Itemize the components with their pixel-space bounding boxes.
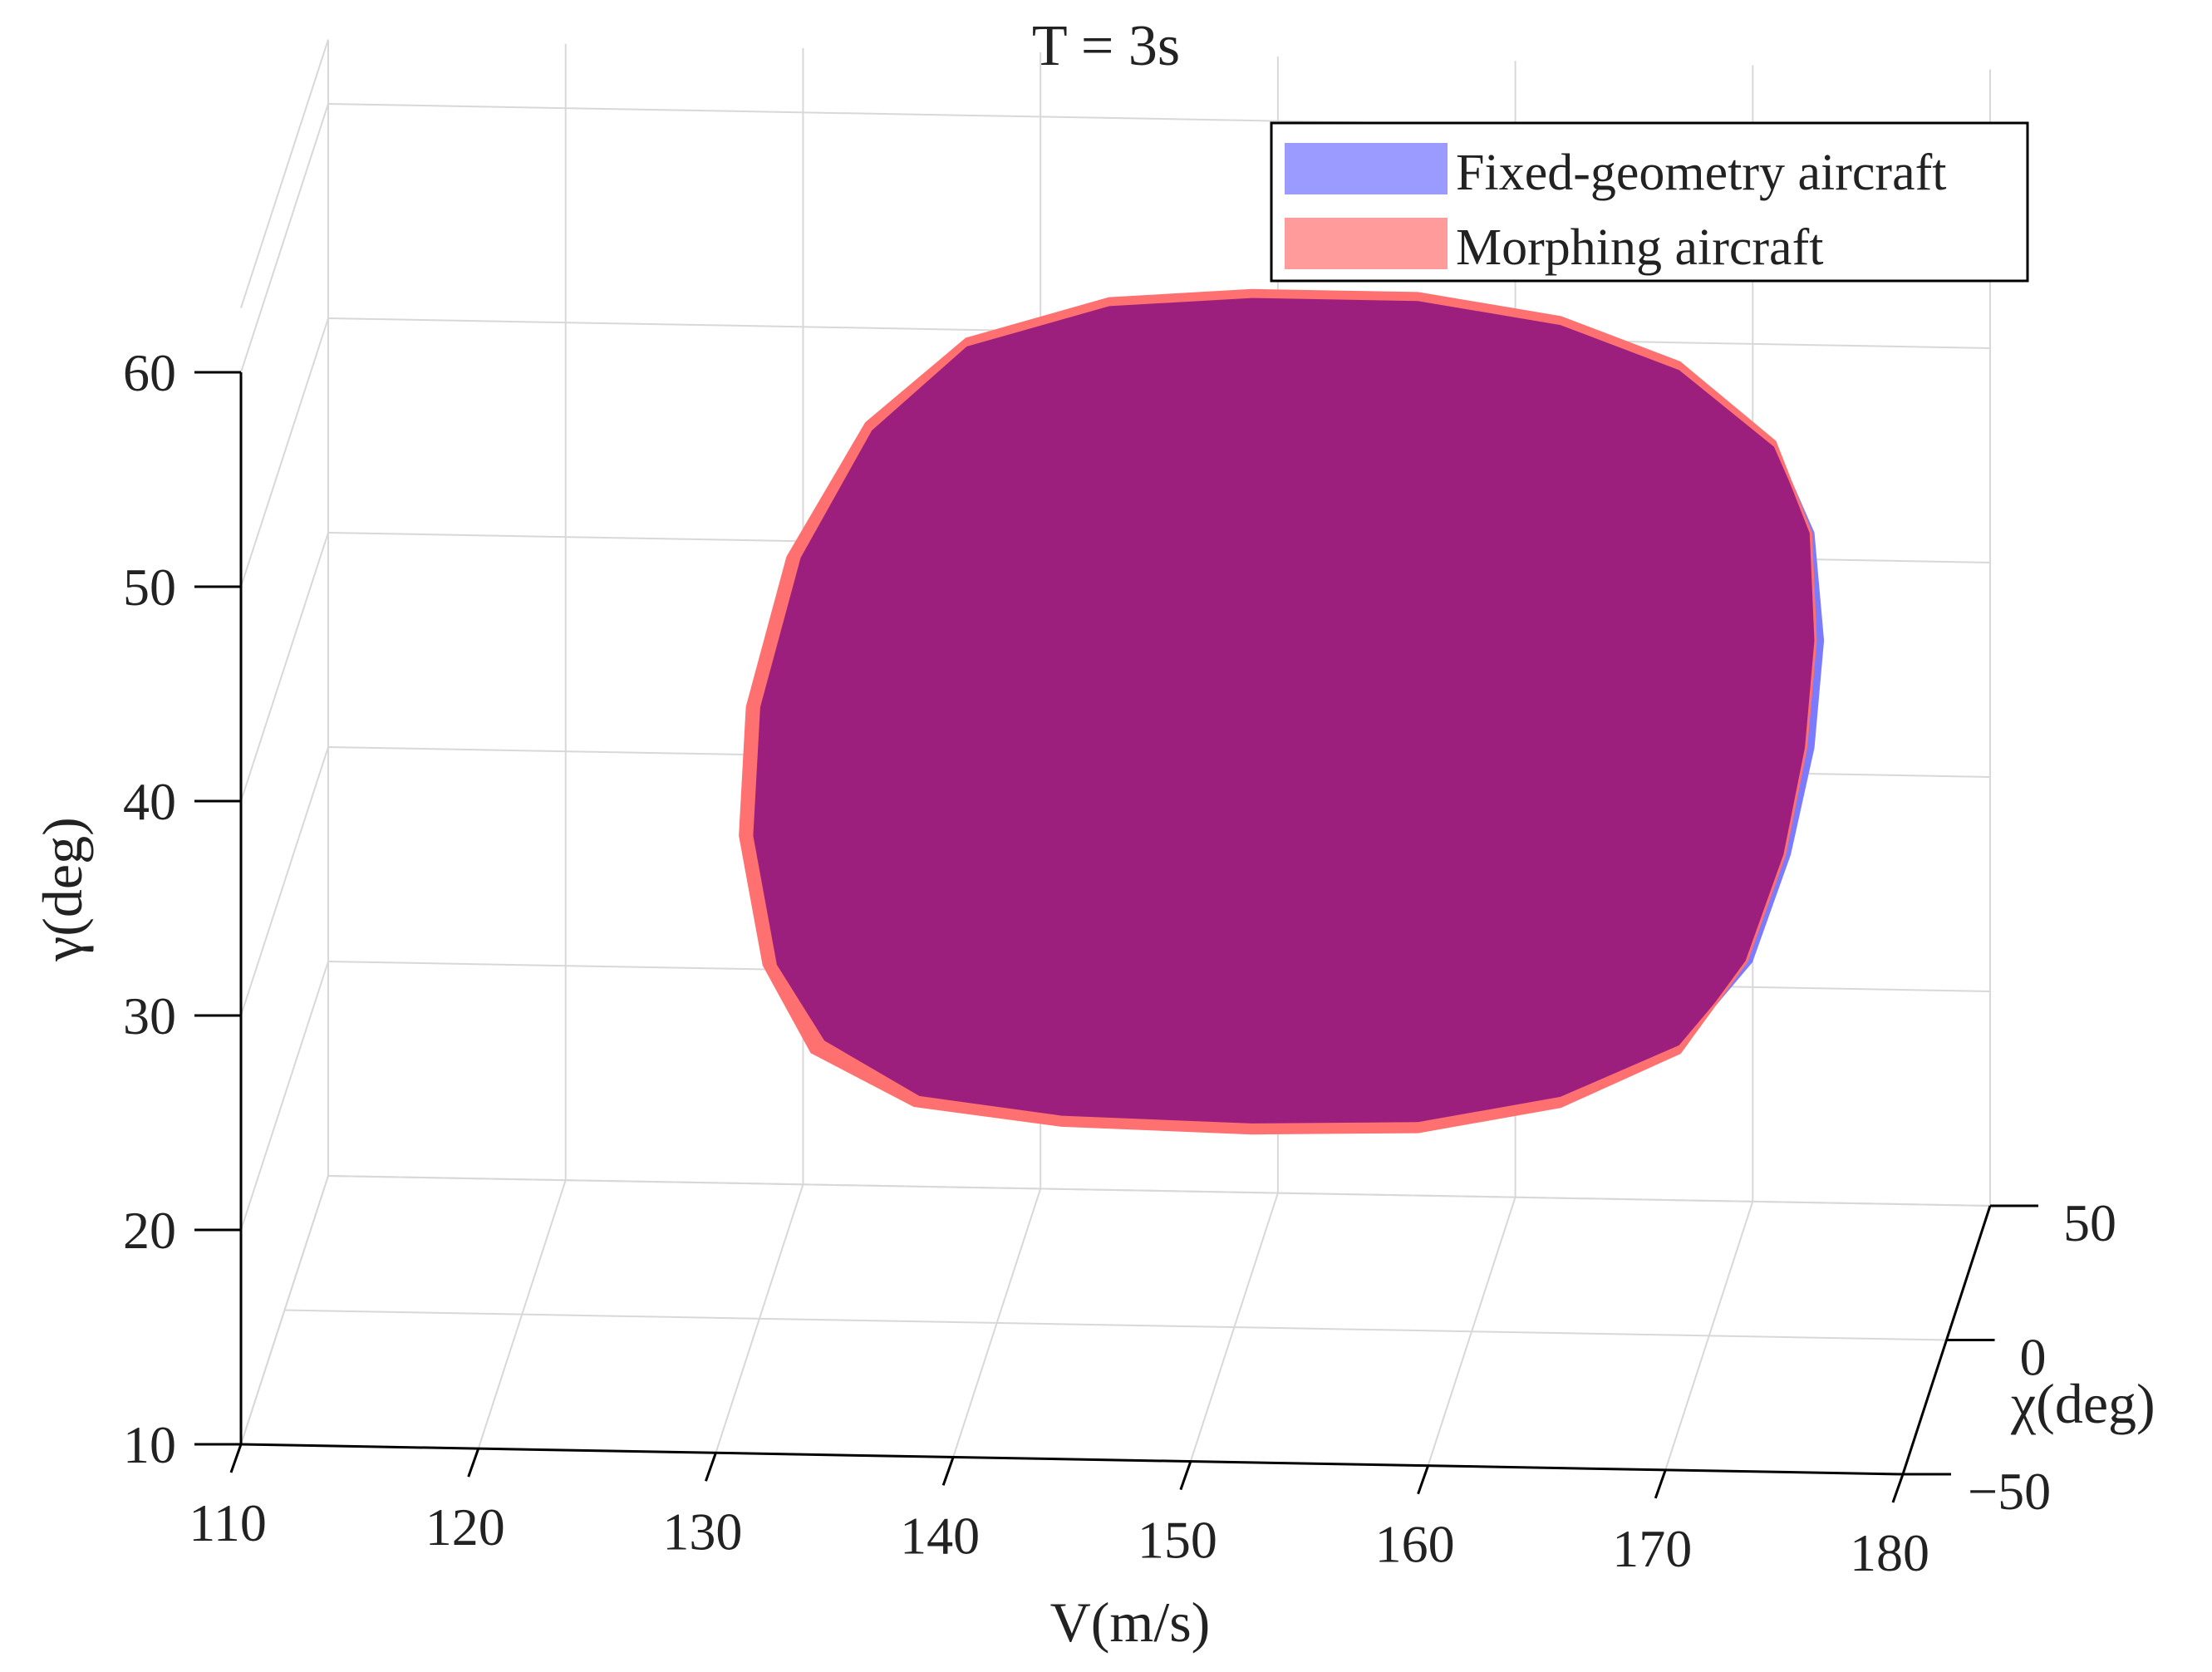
x-tick-label: 110	[189, 1493, 267, 1552]
grid-line	[240, 961, 329, 1231]
x-tick-labels: 110 120 130 140 150 160 170 180	[189, 1493, 1929, 1582]
y-tick-label: 30	[123, 986, 176, 1045]
z-tick-label: 50	[2063, 1193, 2116, 1252]
x-tick	[1654, 1469, 1667, 1499]
legend: Fixed-geometry aircraft Morphing aircraf…	[1270, 121, 2029, 283]
y-tick-label: 50	[123, 558, 176, 617]
z-tick-label: −50	[1968, 1462, 2051, 1521]
x-tick-label: 180	[1850, 1523, 1929, 1582]
x-tick	[941, 1456, 955, 1486]
x-tick	[1891, 1473, 1905, 1503]
x-tick	[467, 1448, 480, 1478]
z-tick-labels: −50 0 50	[1968, 1193, 2116, 1521]
x-tick-label: 170	[1612, 1519, 1692, 1578]
x-tick	[705, 1452, 717, 1482]
x-tick-label: 140	[900, 1506, 980, 1565]
y-tick-label: 60	[123, 343, 176, 402]
grid-line	[284, 1309, 1947, 1341]
overlap-surface	[753, 298, 1815, 1124]
z-axis-label: χ(deg)	[2010, 1372, 2155, 1435]
x-tick	[1179, 1461, 1192, 1491]
reachable-set-surfaces	[739, 288, 1825, 1135]
y-tick-label: 20	[123, 1201, 176, 1260]
y-tick-labels: 10 20 30 40 50 60	[123, 343, 176, 1474]
x-tick	[1417, 1465, 1429, 1495]
x-tick-label: 150	[1138, 1511, 1217, 1570]
grid-line	[240, 746, 329, 1016]
grid-line	[240, 103, 329, 373]
grid-line	[240, 39, 329, 308]
grid-line	[240, 317, 329, 588]
x-tick-label: 160	[1375, 1515, 1455, 1574]
legend-swatch-fixed	[1285, 143, 1448, 194]
x-tick-label: 120	[425, 1497, 505, 1556]
grid-line	[327, 1175, 1991, 1207]
x-tick	[229, 1443, 243, 1473]
x-axis-label: V(m/s)	[1050, 1591, 1211, 1654]
legend-label-morphing: Morphing aircraft	[1456, 219, 1823, 276]
z-tick-label: 0	[2020, 1328, 2047, 1387]
y-tick-label: 40	[123, 772, 176, 831]
chart-title: T = 3s	[1032, 14, 1180, 78]
axes	[194, 371, 2038, 1503]
x-tick-label: 130	[662, 1502, 742, 1561]
x-axis-line	[240, 1443, 1904, 1476]
y-tick-label: 10	[123, 1415, 176, 1474]
grid-line	[240, 532, 329, 802]
legend-label-fixed: Fixed-geometry aircraft	[1456, 145, 1946, 201]
y-axis-label: γ(deg)	[31, 817, 94, 962]
legend-swatch-morphing	[1285, 218, 1448, 269]
